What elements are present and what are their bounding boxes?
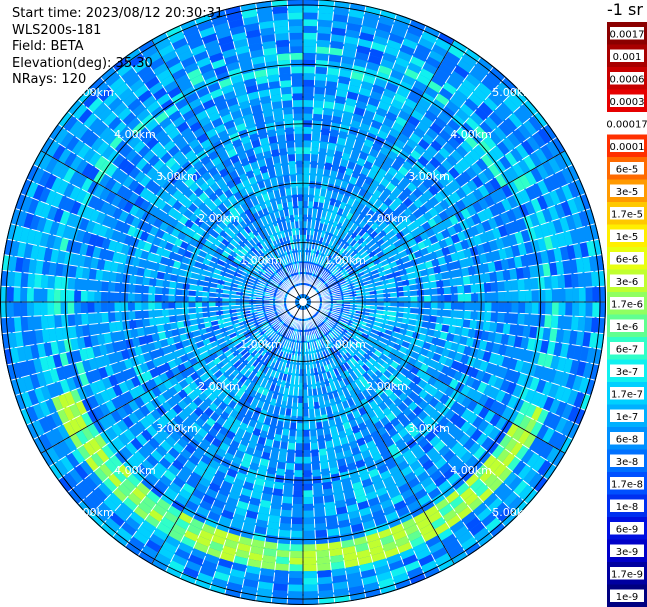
colorbar-label: 3e-7 bbox=[616, 367, 639, 378]
colorbar-entry: 3e-9 bbox=[607, 539, 647, 563]
azimuth-spoke bbox=[302, 39, 455, 303]
colorbar: 0.0017 0.001 0.0006 0.0003 0.00017 0.0001 6e-5… bbox=[607, 22, 647, 607]
field-name: Field: BETA bbox=[12, 39, 84, 54]
start-time: Start time: 2023/08/12 20:30:31 bbox=[12, 6, 224, 21]
colorbar-entry: 6e-8 bbox=[607, 427, 647, 450]
colorbar-entry: 6e-7 bbox=[607, 337, 647, 360]
azimuth-spoke bbox=[151, 39, 304, 303]
range-label: 4.00km bbox=[450, 128, 492, 141]
colorbar-unit: -1 sr bbox=[607, 0, 643, 19]
azimuth-spokes bbox=[0, 0, 606, 605]
range-label: 2.00km bbox=[198, 380, 240, 393]
colorbar-label: 1e-6 bbox=[616, 322, 639, 333]
colorbar-entry: 6e-5 bbox=[607, 157, 647, 180]
range-ring bbox=[124, 123, 482, 481]
colorbar-label: 1.7e-9 bbox=[611, 569, 643, 580]
range-label: 3.00km bbox=[156, 170, 198, 183]
colorbar-entry: 6e-6 bbox=[607, 247, 647, 270]
colorbar-label: 0.0017 bbox=[610, 29, 645, 40]
colorbar-entry: 1e-8 bbox=[607, 494, 647, 518]
range-label: 1.00km bbox=[324, 254, 366, 267]
range-label: 3.00km bbox=[156, 422, 198, 435]
azimuth-spoke bbox=[151, 301, 304, 565]
range-ring bbox=[243, 242, 363, 362]
azimuth-spoke bbox=[302, 150, 566, 303]
radar-center bbox=[299, 298, 307, 306]
ray-count: NRays: 120 bbox=[12, 72, 87, 87]
colorbar-label: 6e-7 bbox=[616, 344, 639, 355]
colorbar-entry: 0.0001 bbox=[607, 134, 647, 158]
colorbar-label: 0.001 bbox=[613, 52, 642, 63]
colorbar-label: 1e-8 bbox=[616, 502, 639, 513]
colorbar-label: 3e-5 bbox=[616, 187, 639, 198]
colorbar-entry: 3e-5 bbox=[607, 179, 647, 203]
range-label: 4.00km bbox=[114, 128, 156, 141]
colorbar-entry: 0.00017 bbox=[607, 112, 647, 135]
colorbar-entry: 1e-6 bbox=[607, 314, 647, 338]
range-label: 1.00km bbox=[324, 338, 366, 351]
colorbar-label: 3e-6 bbox=[616, 277, 639, 288]
colorbar-entry: 3e-6 bbox=[607, 269, 647, 293]
colorbar-entry: 0.0006 bbox=[607, 67, 647, 90]
colorbar-label: 1e-5 bbox=[616, 232, 639, 243]
range-label: 5.00km bbox=[492, 86, 534, 99]
range-label: 5.00km bbox=[72, 506, 114, 519]
range-label: 1.00km bbox=[240, 254, 282, 267]
colorbar-label: 1.7e-8 bbox=[611, 479, 643, 490]
ppi-plot: 1.00km 1.00km 1.00km 1.00km 2.00km 2.00km 2.00… bbox=[0, 0, 607, 606]
azimuth-spoke bbox=[302, 301, 455, 565]
colorbar-entry: 1.7e-9 bbox=[607, 562, 647, 585]
colorbar-entry: 3e-7 bbox=[607, 359, 647, 383]
colorbar-label: 3e-8 bbox=[616, 457, 639, 468]
azimuth-spoke bbox=[40, 150, 304, 303]
colorbar-entry: 6e-9 bbox=[607, 517, 647, 540]
colorbar-entry: 1e-9 bbox=[607, 584, 647, 607]
colorbar-entry: 1.7e-7 bbox=[607, 382, 647, 405]
colorbar-label: 6e-9 bbox=[616, 524, 639, 535]
colorbar-label: 1.7e-5 bbox=[611, 209, 643, 220]
colorbar-label: 6e-6 bbox=[616, 254, 639, 265]
colorbar-label: 0.0006 bbox=[610, 74, 645, 85]
colorbar-entry: 0.0017 bbox=[607, 22, 647, 45]
colorbar-label: 6e-8 bbox=[616, 434, 639, 445]
range-label: 2.00km bbox=[366, 380, 408, 393]
azimuth-spoke bbox=[302, 301, 566, 454]
colorbar-entry: 1e-7 bbox=[607, 404, 647, 428]
colorbar-entry: 0.001 bbox=[607, 44, 647, 68]
range-ring bbox=[183, 182, 423, 422]
elevation: Elevation(deg): 35.30 bbox=[12, 55, 153, 71]
colorbar-label: 1e-9 bbox=[616, 592, 639, 603]
range-label: 2.00km bbox=[366, 212, 408, 225]
colorbar-label: 0.0003 bbox=[610, 97, 645, 108]
range-rings bbox=[0, 0, 606, 605]
range-label: 5.00km bbox=[72, 86, 114, 99]
range-label: 2.00km bbox=[198, 212, 240, 225]
colorbar-entry: 0.0003 bbox=[607, 89, 647, 113]
colorbar-label: 1.7e-7 bbox=[611, 389, 643, 400]
azimuth-spoke bbox=[40, 301, 304, 454]
range-label: 4.00km bbox=[114, 464, 156, 477]
range-ring bbox=[64, 63, 542, 541]
range-label: 1.00km bbox=[240, 338, 282, 351]
range-labels: 1.00km 1.00km 1.00km 1.00km 2.00km 2.00km 2.00… bbox=[72, 86, 534, 519]
colorbar-label: 3e-9 bbox=[616, 547, 639, 558]
instrument-name: WLS200s-181 bbox=[12, 22, 102, 38]
colorbar-label: 0.0001 bbox=[610, 142, 645, 153]
range-label: 4.00km bbox=[450, 464, 492, 477]
colorbar-entry: 1.7e-8 bbox=[607, 472, 647, 495]
range-ring bbox=[5, 4, 601, 600]
colorbar-label: 1e-7 bbox=[616, 412, 639, 423]
colorbar-label: 1.7e-6 bbox=[611, 299, 643, 310]
colorbar-entry: 3e-8 bbox=[607, 449, 647, 473]
colorbar-entry: 1.7e-5 bbox=[607, 202, 647, 225]
range-label: 5.00km bbox=[492, 506, 534, 519]
colorbar-label: 0.00017 bbox=[607, 119, 647, 130]
colorbar-entry: 1.7e-6 bbox=[607, 292, 647, 315]
scan-metadata: Start time: 2023/08/12 20:30:31 WLS200s-… bbox=[12, 6, 223, 89]
range-label: 3.00km bbox=[408, 170, 450, 183]
colorbar-entry: 1e-5 bbox=[607, 224, 647, 248]
range-label: 3.00km bbox=[408, 422, 450, 435]
colorbar-label: 6e-5 bbox=[616, 164, 639, 175]
